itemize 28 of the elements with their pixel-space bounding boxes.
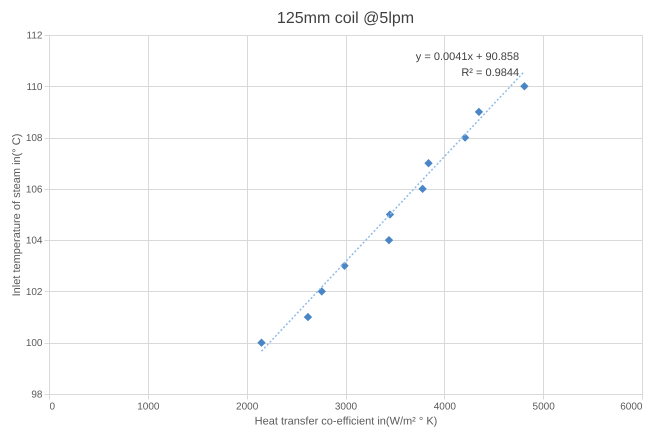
x-axis-title: Heat transfer co-efficient in(W/m² ° K) <box>254 416 438 428</box>
annotation: R² = 0.9844 <box>461 67 520 79</box>
chart-title: 125mm coil @5lpm <box>276 10 414 27</box>
y-tick-label: 110 <box>26 82 43 93</box>
y-tick-label: 108 <box>26 133 43 144</box>
x-tick-label: 6000 <box>620 402 643 412</box>
x-tick-label: 5000 <box>532 402 556 412</box>
x-tick-label: 0 <box>50 402 56 412</box>
point <box>418 184 427 194</box>
y-tick-label: 106 <box>26 184 43 196</box>
y-tick-label: 98 <box>31 390 43 400</box>
x-tick-label: 4000 <box>434 402 456 412</box>
point <box>318 287 326 296</box>
y-axis-title: Inlet temperature of steam in(° C) <box>10 134 23 296</box>
point <box>304 312 312 322</box>
point <box>474 108 484 116</box>
y-tick-label: 100 <box>26 338 43 350</box>
y-tick-label: 102 <box>26 286 43 298</box>
x-tick-label: 3000 <box>334 402 358 412</box>
point <box>520 82 529 90</box>
x-tick-label: 2000 <box>236 402 259 412</box>
y-tick-label: 104 <box>26 236 43 247</box>
x-tick-label: 1000 <box>137 402 160 412</box>
y-tick-label: 112 <box>26 30 43 42</box>
annotation: y = 0.0041x + 90.858 <box>416 51 520 63</box>
point <box>384 236 394 244</box>
point <box>257 338 266 347</box>
point <box>424 159 433 168</box>
